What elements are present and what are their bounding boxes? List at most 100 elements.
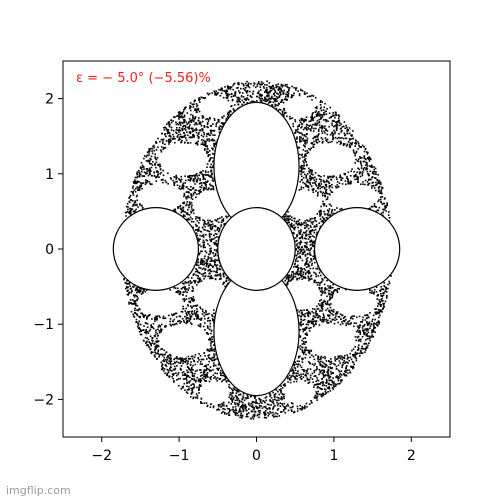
data-point <box>293 217 296 220</box>
data-point <box>326 371 329 374</box>
data-point <box>322 305 324 307</box>
data-point <box>300 276 303 278</box>
data-point <box>292 227 295 229</box>
data-point <box>300 249 303 251</box>
data-point <box>283 402 286 405</box>
data-point <box>314 136 317 139</box>
data-point <box>142 166 144 168</box>
data-point <box>253 413 256 416</box>
data-point <box>134 301 137 303</box>
data-point <box>174 367 177 370</box>
data-point <box>193 180 195 183</box>
data-point <box>235 409 238 412</box>
data-point <box>176 135 179 138</box>
data-point <box>287 405 290 407</box>
data-point <box>268 413 270 415</box>
data-point <box>315 380 317 383</box>
data-point <box>231 392 233 395</box>
data-point <box>149 168 151 171</box>
data-point <box>210 176 213 178</box>
data-point <box>296 405 299 408</box>
data-point <box>335 365 338 368</box>
data-point <box>297 274 300 276</box>
data-point <box>311 177 313 180</box>
data-point <box>324 374 327 376</box>
data-point <box>291 226 294 228</box>
data-point <box>315 369 317 371</box>
data-point <box>315 135 318 137</box>
data-point <box>168 354 171 356</box>
data-point <box>253 415 256 418</box>
data-point <box>324 356 326 358</box>
data-point <box>335 114 338 116</box>
data-point <box>309 275 312 278</box>
data-point <box>252 408 255 411</box>
data-point <box>366 330 368 332</box>
data-point <box>296 129 299 131</box>
data-point <box>331 387 334 389</box>
data-point <box>281 99 284 101</box>
data-point <box>195 318 198 320</box>
data-point <box>289 378 291 381</box>
data-point <box>192 369 194 371</box>
data-point <box>195 274 197 276</box>
data-point <box>240 412 242 415</box>
data-point <box>147 338 150 341</box>
data-point <box>365 343 368 345</box>
data-point <box>366 321 368 323</box>
data-point <box>338 182 341 184</box>
data-point <box>341 177 344 180</box>
data-point <box>238 411 240 413</box>
data-point <box>327 383 330 386</box>
data-point <box>308 233 310 236</box>
data-point <box>173 183 175 185</box>
data-point <box>293 92 295 94</box>
data-point <box>318 393 321 396</box>
data-point <box>310 173 313 175</box>
data-point <box>187 187 190 190</box>
data-point <box>132 210 135 213</box>
data-point <box>215 378 217 380</box>
data-point <box>201 308 204 311</box>
data-point <box>187 289 190 291</box>
data-point <box>146 326 149 328</box>
data-point <box>200 369 202 371</box>
data-point <box>213 359 215 361</box>
data-point <box>282 101 285 104</box>
data-point <box>184 285 186 288</box>
data-point <box>301 350 304 352</box>
data-point <box>275 399 278 402</box>
data-point <box>338 377 340 379</box>
data-point <box>317 134 319 136</box>
data-point <box>207 320 209 322</box>
data-point <box>297 372 299 375</box>
data-point <box>213 225 215 227</box>
data-point <box>200 384 202 387</box>
data-point <box>294 120 297 123</box>
data-point <box>250 83 252 85</box>
data-point <box>287 381 289 383</box>
data-point <box>312 308 314 310</box>
data-point <box>203 222 205 224</box>
data-point <box>190 106 192 108</box>
data-point <box>196 173 198 175</box>
data-point <box>146 316 148 318</box>
data-point <box>386 294 388 297</box>
data-point <box>348 139 351 141</box>
data-point <box>311 229 313 232</box>
data-point <box>177 111 180 114</box>
data-point <box>300 250 302 253</box>
data-point <box>321 307 323 309</box>
data-point <box>200 182 202 184</box>
data-point <box>345 374 348 377</box>
data-point <box>234 399 237 402</box>
data-point <box>318 124 321 126</box>
data-point <box>197 380 200 382</box>
data-point <box>240 95 243 98</box>
data-point <box>182 187 185 190</box>
data-point <box>195 268 197 270</box>
data-point <box>306 133 308 135</box>
data-point <box>182 385 185 388</box>
data-point <box>162 169 164 172</box>
data-point <box>277 399 280 401</box>
